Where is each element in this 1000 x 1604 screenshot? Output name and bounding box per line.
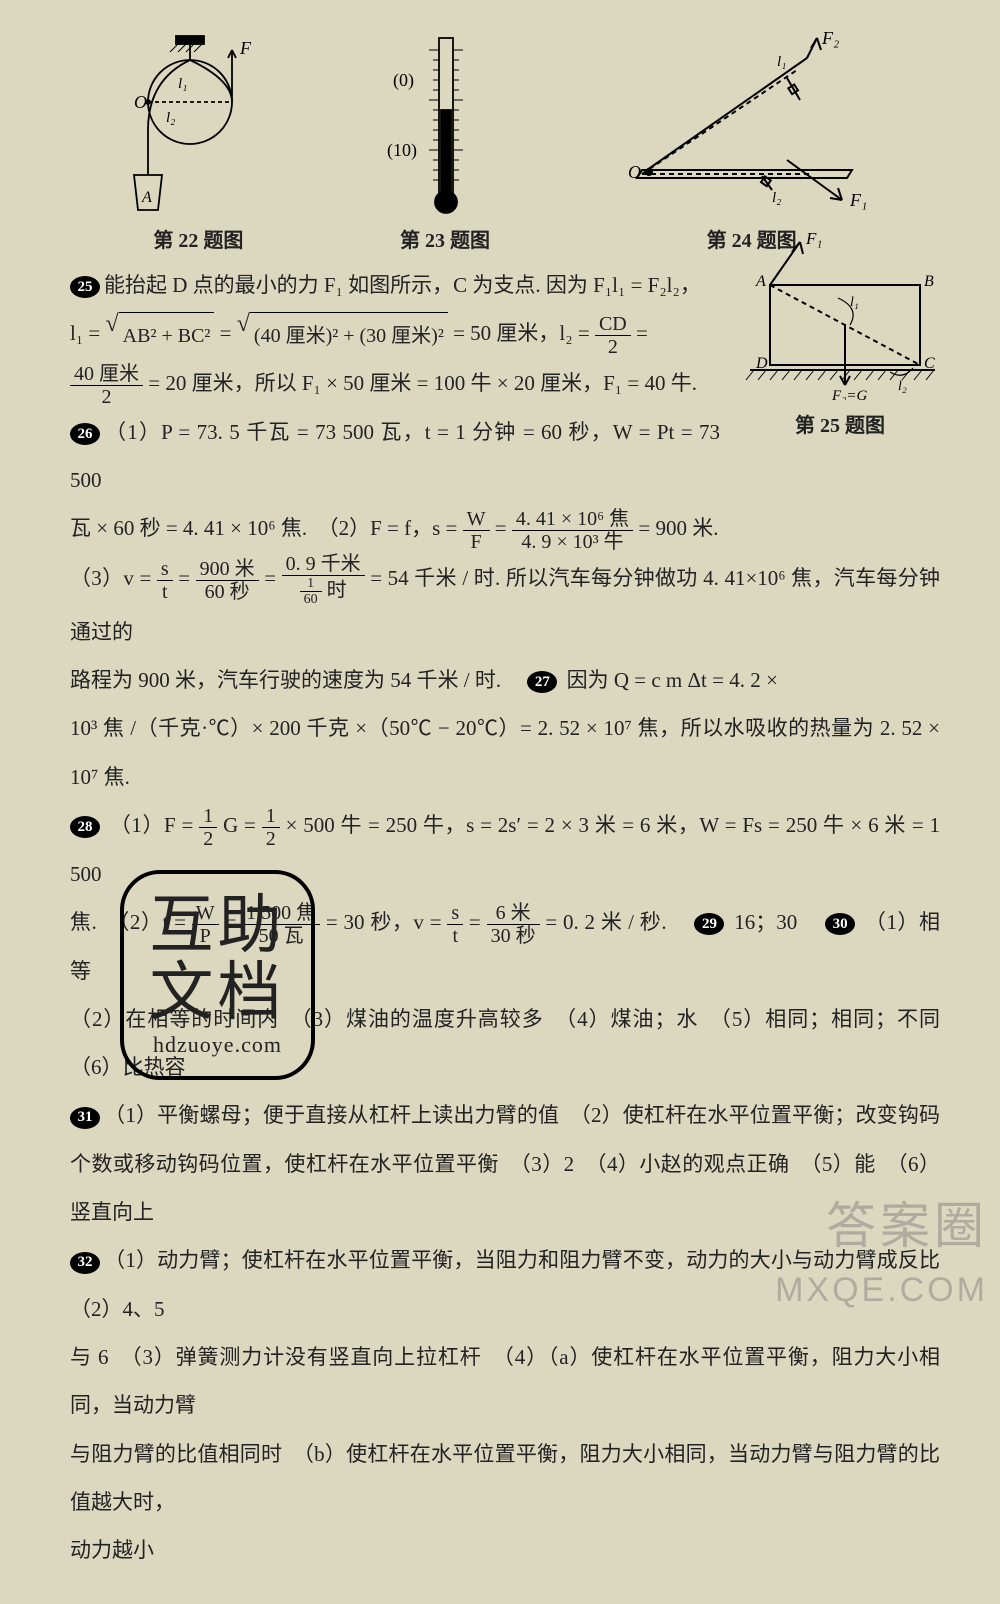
stamp-url: hdzuoye.com (153, 1032, 282, 1058)
sqrt2: √(40 厘米)² + (30 厘米)² (237, 312, 448, 359)
circled-32: 32 (70, 1252, 100, 1274)
txt: 瓦 × 60 秒 = 4. 41 × 10⁶ 焦. （2）F = f，s = (70, 516, 463, 540)
watermark-brand2: MXQE.COM (775, 1271, 988, 1310)
txt: 路程为 900 米，汽车行驶的速度为 54 千米 / 时. (70, 668, 501, 692)
svg-text:O: O (134, 92, 147, 112)
sqrt1: √AB² + BC² (106, 312, 215, 359)
txt: = 900 米. (638, 516, 718, 540)
txt: = (220, 321, 237, 345)
txt: 因为 Q = c m Δt = 4. 2 × (567, 668, 778, 692)
svg-text:F: F (239, 38, 252, 58)
txt: = 20 厘米，所以 F₁ × 50 厘米 = 100 牛 × 20 厘米，F₁… (148, 371, 697, 395)
txt: = 30 秒，v = (326, 910, 447, 934)
frac: 4. 41 × 10⁶ 焦4. 9 × 10³ 牛 (512, 508, 633, 553)
txt: = (495, 516, 512, 540)
stamp-line1: 互助 (150, 892, 286, 959)
fig22-svg: F O l₁ l₂ A (128, 30, 268, 220)
q25-line1: 能抬起 D 点的最小的力 F₁ 如图所示，C 为支点. 因为 F₁l₁ = F₂… (104, 273, 701, 297)
figure-23: (0) (10) 第 23 题图 (385, 30, 505, 253)
figure-22: F O l₁ l₂ A 第 22 题图 (128, 30, 268, 253)
svg-text:l₂: l₂ (772, 190, 781, 206)
frac: st (447, 902, 463, 947)
circled-29: 29 (694, 913, 724, 935)
frac: st (157, 558, 173, 603)
svg-text:F₁: F₁ (805, 230, 822, 248)
svg-text:O: O (628, 162, 641, 182)
frac: CD2 (595, 313, 631, 358)
txt: = 50 厘米，l₂ = (453, 321, 595, 345)
circled-27: 27 (527, 671, 557, 693)
frac: 12 (199, 805, 217, 850)
page: F O l₁ l₂ A 第 22 题图 (0, 0, 1000, 1604)
figure-24: F₂ F₁ O l₁ l₂ 第 24 题图 (622, 30, 882, 253)
txt: 动力越小 (70, 1538, 154, 1562)
svg-text:(10): (10) (387, 140, 417, 161)
txt: 16；30 (734, 910, 797, 934)
frac: 12 (262, 805, 280, 850)
fig23-caption: 第 23 题图 (385, 224, 505, 253)
svg-text:(0): (0) (393, 70, 414, 91)
frac: 6 米30 秒 (487, 902, 540, 947)
txt: l₁ = (70, 321, 106, 345)
svg-text:l₁: l₁ (178, 76, 187, 92)
txt: = (264, 566, 281, 590)
txt: G = (223, 813, 262, 837)
frac: 900 米60 秒 (196, 558, 259, 603)
fig23-svg: (0) (10) (385, 30, 505, 220)
txt: = 0. 2 米 / 秒. (545, 910, 666, 934)
txt: 10³ 焦 /（千克·℃）× 200 千克 ×（50℃ − 20℃）= 2. 5… (70, 716, 940, 788)
fig24-svg: F₂ F₁ O l₁ l₂ (622, 30, 882, 220)
circled-25: 25 (70, 276, 100, 298)
svg-text:l₂: l₂ (166, 110, 175, 126)
txt: = (636, 321, 648, 345)
txt2: = (469, 910, 487, 934)
stamp-overlay: 互助 文档 hdzuoye.com (120, 870, 315, 1080)
txt: （1）P = 73. 5 千瓦 = 73 500 瓦，t = 1 分钟 = 60… (70, 420, 720, 492)
frac: 40 厘米2 (70, 363, 143, 408)
svg-text:A: A (141, 189, 152, 206)
frac: WF (463, 508, 490, 553)
top-figures-row: F O l₁ l₂ A 第 22 题图 (70, 30, 940, 253)
circled-30: 30 (825, 913, 855, 935)
txt: （1）平衡螺母；便于直接从杠杆上读出力臂的值 （2）使杠杆在水平位置平衡；改变钩… (70, 1103, 940, 1224)
watermark-brand1: 答案圈 (826, 1186, 988, 1258)
fig22-caption: 第 22 题图 (128, 224, 268, 253)
circled-31: 31 (70, 1107, 100, 1129)
svg-text:l₁: l₁ (777, 54, 786, 70)
txt: 与阻力臂的比值相同时 （b）使杠杆在水平位置平衡，阻力大小相同，当动力臂与阻力臂… (70, 1442, 940, 1514)
txt: 与 6 （3）弹簧测力计没有竖直向上拉杠杆 （4）（a）使杠杆在水平位置平衡，阻… (70, 1345, 940, 1417)
svg-text:F₁: F₁ (849, 190, 867, 210)
circled-26: 26 (70, 423, 100, 445)
txt: = (178, 566, 195, 590)
circled-28: 28 (70, 816, 100, 838)
frac: 0. 9 千米160 时 (282, 553, 365, 608)
stamp-line2: 文档 (150, 959, 286, 1026)
txt: （1）F = (110, 813, 199, 837)
txt: （3）v = (70, 566, 157, 590)
svg-text:F₂: F₂ (821, 30, 839, 48)
